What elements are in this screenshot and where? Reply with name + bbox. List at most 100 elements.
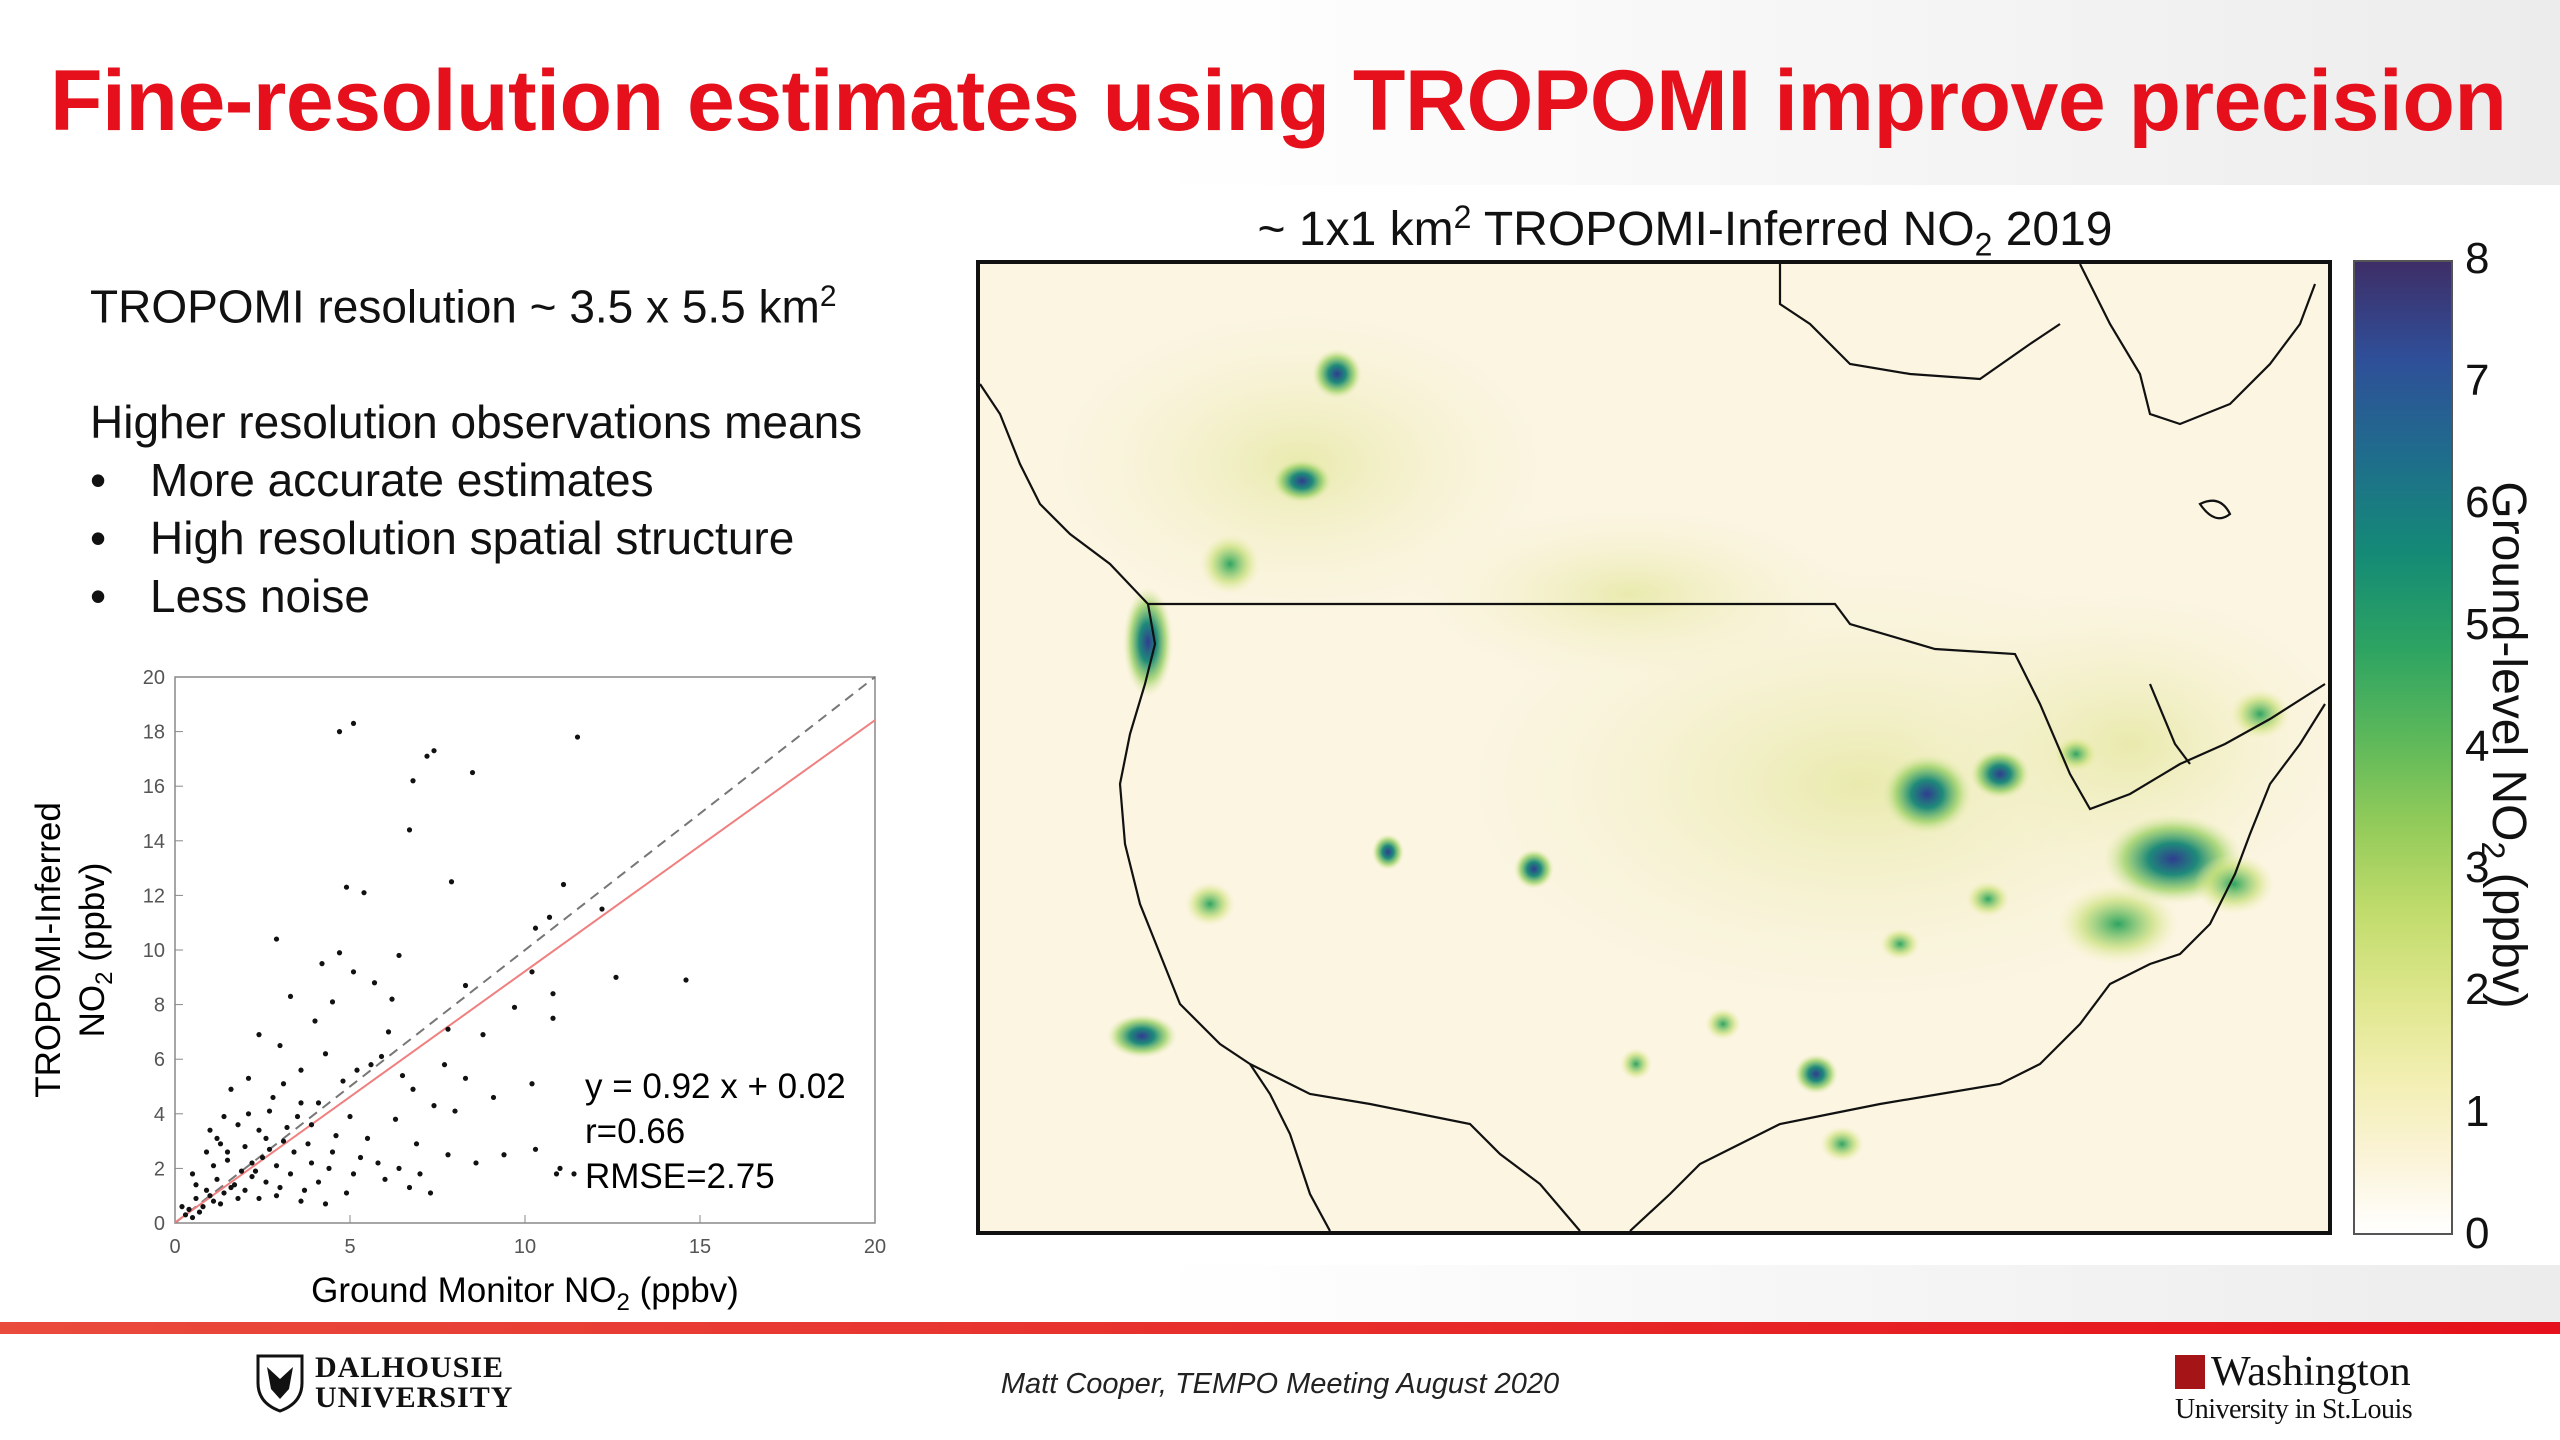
colorbar-tick-label: 6 xyxy=(2465,477,2490,527)
scatter-point xyxy=(252,1168,259,1174)
scatter-point xyxy=(242,1187,248,1193)
scatter-point xyxy=(392,1116,399,1122)
scatter-point xyxy=(396,1165,402,1171)
scatter-point xyxy=(417,1171,423,1177)
scatter-point xyxy=(224,1157,231,1163)
scatter-point xyxy=(182,1212,189,1218)
scatter-point xyxy=(473,1160,479,1166)
scatter-point xyxy=(242,1143,248,1150)
washu-wordmark: Washington xyxy=(2211,1349,2411,1395)
slide-title: Fine-resolution estimates using TROPOMI … xyxy=(50,53,2507,149)
scatter-point xyxy=(354,1067,360,1073)
hotspot xyxy=(1820,1126,1864,1162)
y-axis-label-line1: TROPOMI-Inferred xyxy=(29,802,68,1098)
scatter-point xyxy=(326,1165,332,1171)
hotspot xyxy=(1185,882,1235,926)
hotspot xyxy=(1705,1008,1741,1040)
scatter-point xyxy=(214,1176,220,1182)
scatter-point xyxy=(452,1108,458,1114)
scatter-point xyxy=(287,1171,294,1177)
colorbar-tick-label: 3 xyxy=(2465,843,2490,893)
scatter-point xyxy=(336,729,343,735)
scatter-point xyxy=(273,936,280,942)
scatter-point xyxy=(511,1004,518,1010)
hotspot xyxy=(1880,928,1920,960)
scatter-point xyxy=(189,1171,196,1177)
scatter-point xyxy=(207,1193,213,1199)
scatter-point xyxy=(368,1062,374,1068)
scatter-point xyxy=(294,1113,301,1120)
scatter-point xyxy=(210,1198,217,1204)
scatter-point xyxy=(378,1053,385,1060)
bullet-block: TROPOMI resolution ~ 3.5 x 5.5 km2 Highe… xyxy=(90,268,862,625)
y-tick-label: 10 xyxy=(143,940,165,962)
scatter-point xyxy=(406,827,413,833)
scatter-point xyxy=(553,1171,560,1177)
hotspot xyxy=(1966,881,2010,917)
scatter-point xyxy=(462,982,469,989)
hotspot xyxy=(1372,834,1404,870)
bullet-list: More accurate estimates High resolution … xyxy=(90,451,862,625)
resolution-line: TROPOMI resolution ~ 3.5 x 5.5 km2 xyxy=(90,268,862,335)
scatter-point xyxy=(529,969,535,975)
scatter-point xyxy=(322,1051,329,1057)
scatter-point xyxy=(347,1113,353,1120)
map-boundaries xyxy=(980,264,2326,1231)
scatter-point xyxy=(214,1135,220,1141)
scatter-point xyxy=(445,1152,451,1158)
scatter-svg: 0 5 10 15 20 0 2 4 6 8 10 12 14 16 18 20 Ground Monitor… xyxy=(29,667,886,1316)
scatter-point xyxy=(490,1094,497,1101)
scatter-point xyxy=(217,1141,224,1147)
y-tick-label: 6 xyxy=(154,1049,165,1071)
y-tick-label: 12 xyxy=(143,885,165,907)
scatter-point xyxy=(217,1201,224,1207)
scatter-point xyxy=(305,1141,311,1147)
hotspot xyxy=(1123,587,1173,697)
colorbar-tick-label: 2 xyxy=(2465,965,2490,1015)
x-tick-label: 20 xyxy=(864,1236,886,1258)
scatter-point xyxy=(224,1149,231,1155)
scatter-point xyxy=(501,1152,507,1158)
colorbar-tick-label: 7 xyxy=(2465,355,2490,405)
footer-credit: Matt Cooper, TEMPO Meeting August 2020 xyxy=(1000,1368,1560,1400)
scatter-point xyxy=(361,890,367,896)
no2-map xyxy=(976,260,2332,1235)
scatter-point xyxy=(550,1015,556,1021)
scatter-point xyxy=(410,778,416,784)
scatter-point xyxy=(287,993,294,1000)
y-tick-label: 0 xyxy=(154,1213,165,1235)
colorbar-tick-label: 4 xyxy=(2465,721,2490,771)
scatter-point xyxy=(298,1100,304,1106)
scatter-point xyxy=(389,996,395,1002)
hotspot xyxy=(1107,1014,1177,1058)
scatter-point xyxy=(273,1193,280,1199)
scatter-point xyxy=(322,1201,329,1207)
scatter-point xyxy=(256,1195,262,1202)
no2-map-svg xyxy=(980,264,2328,1231)
hotspot xyxy=(1312,349,1362,399)
scatter-point xyxy=(550,991,556,997)
washu-subtitle: University in St.Louis xyxy=(2175,1394,2413,1425)
no2-map-panel: ~ 1x1 km2 TROPOMI-Inferred NO2 2019 xyxy=(960,185,2560,1265)
haze-region xyxy=(1900,584,2328,904)
x-axis-label: Ground Monitor NO2 (ppbv) xyxy=(311,1271,739,1316)
scatter-point xyxy=(424,753,430,759)
hotspot xyxy=(1794,1054,1838,1094)
scatter-point xyxy=(277,1184,283,1191)
scatter-point xyxy=(683,977,689,983)
fit-rmse: RMSE=2.75 xyxy=(585,1157,775,1196)
colorbar xyxy=(2353,260,2453,1235)
fit-equation: y = 0.92 x + 0.02 xyxy=(585,1067,846,1106)
footer xyxy=(0,1334,2560,1440)
scatter-point xyxy=(357,1154,364,1161)
hotspot xyxy=(1514,849,1554,889)
scatter-point xyxy=(193,1182,199,1188)
scatter-point xyxy=(396,952,402,959)
colorbar-tick-label: 0 xyxy=(2465,1209,2490,1258)
scatter-point xyxy=(382,1176,388,1182)
intro-text: Higher resolution observations means xyxy=(90,396,863,449)
scatter-point xyxy=(270,1094,276,1101)
colorbar-label: Ground-level NO2 (ppbv) xyxy=(2475,481,2535,1009)
scatter-point xyxy=(399,1072,406,1079)
scatter-point xyxy=(333,1133,339,1139)
